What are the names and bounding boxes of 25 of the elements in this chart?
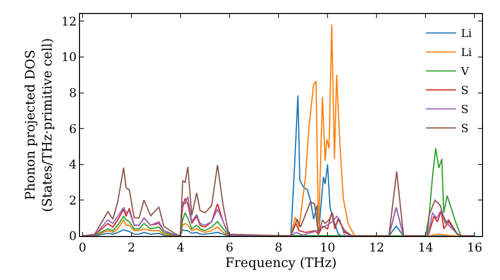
y-tick-label: 10 xyxy=(61,50,77,64)
legend-label: S xyxy=(460,122,469,136)
x-tick-label: 0 xyxy=(78,240,86,254)
legend-label: S xyxy=(460,84,469,98)
line-series xyxy=(82,164,476,236)
y-tick-label: 12 xyxy=(61,14,77,28)
y-tick-label: 6 xyxy=(68,122,77,136)
y-tick-label: 4 xyxy=(68,158,77,172)
y-tick-label: 2 xyxy=(68,193,77,208)
legend-label: S xyxy=(460,103,469,116)
legend-label: Li xyxy=(460,46,472,60)
x-tick-label: 6 xyxy=(226,240,234,254)
x-tick-label: 8 xyxy=(274,240,282,254)
x-axis-title: Frequency (THz) xyxy=(225,256,337,271)
y-axis-title: Phonon projected DOS (States/THz·primitive cell) xyxy=(23,38,56,212)
x-tick-label: 14 xyxy=(418,240,434,254)
x-tick-label: 2 xyxy=(128,240,136,254)
x-tick-label: 16 xyxy=(467,240,482,254)
y-tick-label: 0 xyxy=(68,229,77,244)
x-tick-label: 10 xyxy=(320,240,336,254)
x-tick-label: 12 xyxy=(368,240,384,254)
legend-label: V xyxy=(460,65,470,78)
legend-label: Li xyxy=(460,27,472,40)
x-tick-label: 4 xyxy=(176,240,185,254)
y-tick-label: 8 xyxy=(68,86,77,100)
